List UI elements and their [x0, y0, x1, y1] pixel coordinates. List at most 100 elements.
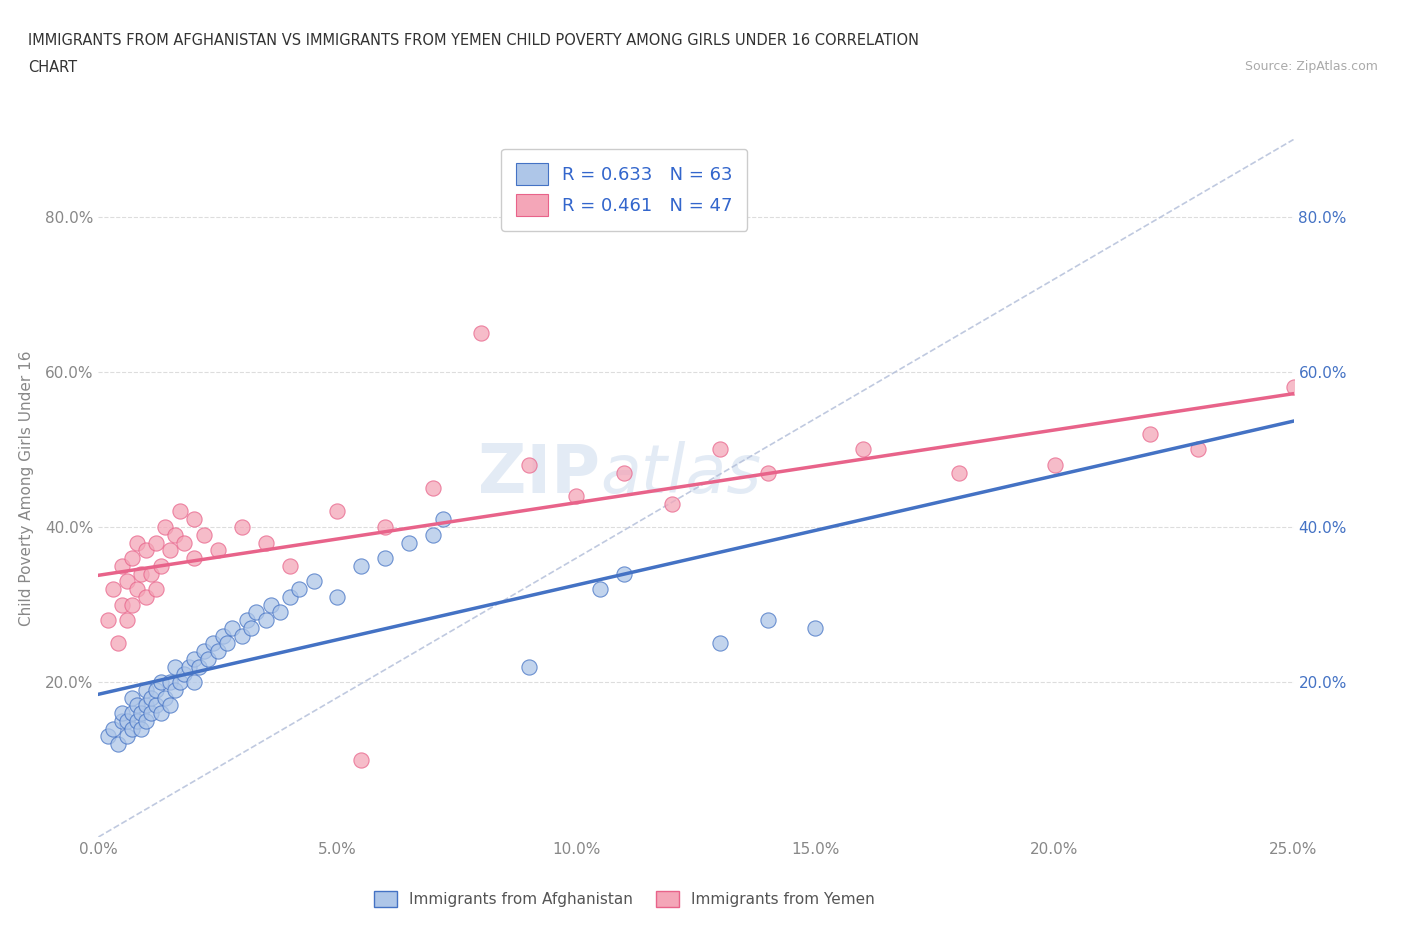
Point	[470, 326, 492, 340]
Point	[211, 628, 233, 643]
Point	[125, 535, 148, 550]
Point	[517, 458, 540, 472]
Point	[187, 659, 209, 674]
Point	[374, 551, 396, 565]
Point	[207, 644, 229, 658]
Point	[111, 706, 134, 721]
Point	[231, 520, 253, 535]
Point	[948, 465, 970, 480]
Point	[149, 674, 172, 689]
Point	[231, 628, 253, 643]
Point	[97, 729, 120, 744]
Point	[121, 690, 143, 705]
Point	[149, 706, 172, 721]
Point	[422, 481, 444, 496]
Point	[302, 574, 325, 589]
Point	[135, 543, 157, 558]
Point	[221, 620, 243, 635]
Point	[197, 651, 219, 666]
Point	[145, 683, 167, 698]
Point	[125, 581, 148, 596]
Point	[173, 667, 195, 682]
Point	[183, 551, 205, 565]
Point	[254, 613, 277, 628]
Point	[135, 698, 157, 712]
Point	[709, 442, 731, 457]
Point	[179, 659, 201, 674]
Point	[115, 729, 138, 744]
Point	[804, 620, 827, 635]
Point	[1187, 442, 1209, 457]
Point	[125, 698, 148, 712]
Point	[183, 512, 205, 526]
Point	[115, 574, 138, 589]
Point	[1139, 427, 1161, 442]
Point	[155, 520, 177, 535]
Point	[245, 604, 267, 619]
Point	[145, 535, 167, 550]
Point	[193, 644, 215, 658]
Point	[101, 721, 124, 736]
Point	[350, 752, 373, 767]
Point	[115, 613, 138, 628]
Point	[278, 590, 301, 604]
Point	[135, 683, 157, 698]
Point	[173, 535, 195, 550]
Point	[398, 535, 420, 550]
Point	[139, 706, 162, 721]
Text: ZIP: ZIP	[478, 442, 600, 507]
Point	[374, 520, 396, 535]
Point	[139, 566, 162, 581]
Point	[613, 465, 636, 480]
Point	[240, 620, 263, 635]
Point	[350, 558, 373, 573]
Point	[288, 581, 311, 596]
Point	[135, 590, 157, 604]
Point	[135, 713, 157, 728]
Point	[422, 527, 444, 542]
Point	[163, 527, 186, 542]
Text: Source: ZipAtlas.com: Source: ZipAtlas.com	[1244, 60, 1378, 73]
Point	[159, 674, 181, 689]
Point	[145, 581, 167, 596]
Point	[121, 597, 143, 612]
Point	[121, 706, 143, 721]
Point	[111, 597, 134, 612]
Point	[159, 543, 181, 558]
Point	[217, 636, 239, 651]
Point	[661, 497, 683, 512]
Point	[756, 465, 779, 480]
Point	[589, 581, 612, 596]
Point	[125, 713, 148, 728]
Point	[155, 690, 177, 705]
Point	[111, 558, 134, 573]
Point	[207, 543, 229, 558]
Text: atlas: atlas	[600, 442, 762, 507]
Point	[159, 698, 181, 712]
Point	[613, 566, 636, 581]
Point	[183, 674, 205, 689]
Point	[149, 558, 172, 573]
Point	[131, 706, 153, 721]
Point	[101, 581, 124, 596]
Point	[193, 527, 215, 542]
Point	[235, 613, 257, 628]
Point	[169, 504, 191, 519]
Point	[565, 488, 588, 503]
Text: IMMIGRANTS FROM AFGHANISTAN VS IMMIGRANTS FROM YEMEN CHILD POVERTY AMONG GIRLS U: IMMIGRANTS FROM AFGHANISTAN VS IMMIGRANT…	[28, 33, 920, 47]
Point	[145, 698, 167, 712]
Point	[169, 674, 191, 689]
Point	[259, 597, 281, 612]
Point	[107, 636, 129, 651]
Point	[121, 721, 143, 736]
Point	[709, 636, 731, 651]
Text: CHART: CHART	[28, 60, 77, 75]
Point	[1282, 380, 1305, 395]
Point	[1043, 458, 1066, 472]
Point	[517, 659, 540, 674]
Point	[278, 558, 301, 573]
Legend: Immigrants from Afghanistan, Immigrants from Yemen: Immigrants from Afghanistan, Immigrants …	[368, 884, 880, 913]
Point	[269, 604, 291, 619]
Point	[202, 636, 225, 651]
Point	[163, 683, 186, 698]
